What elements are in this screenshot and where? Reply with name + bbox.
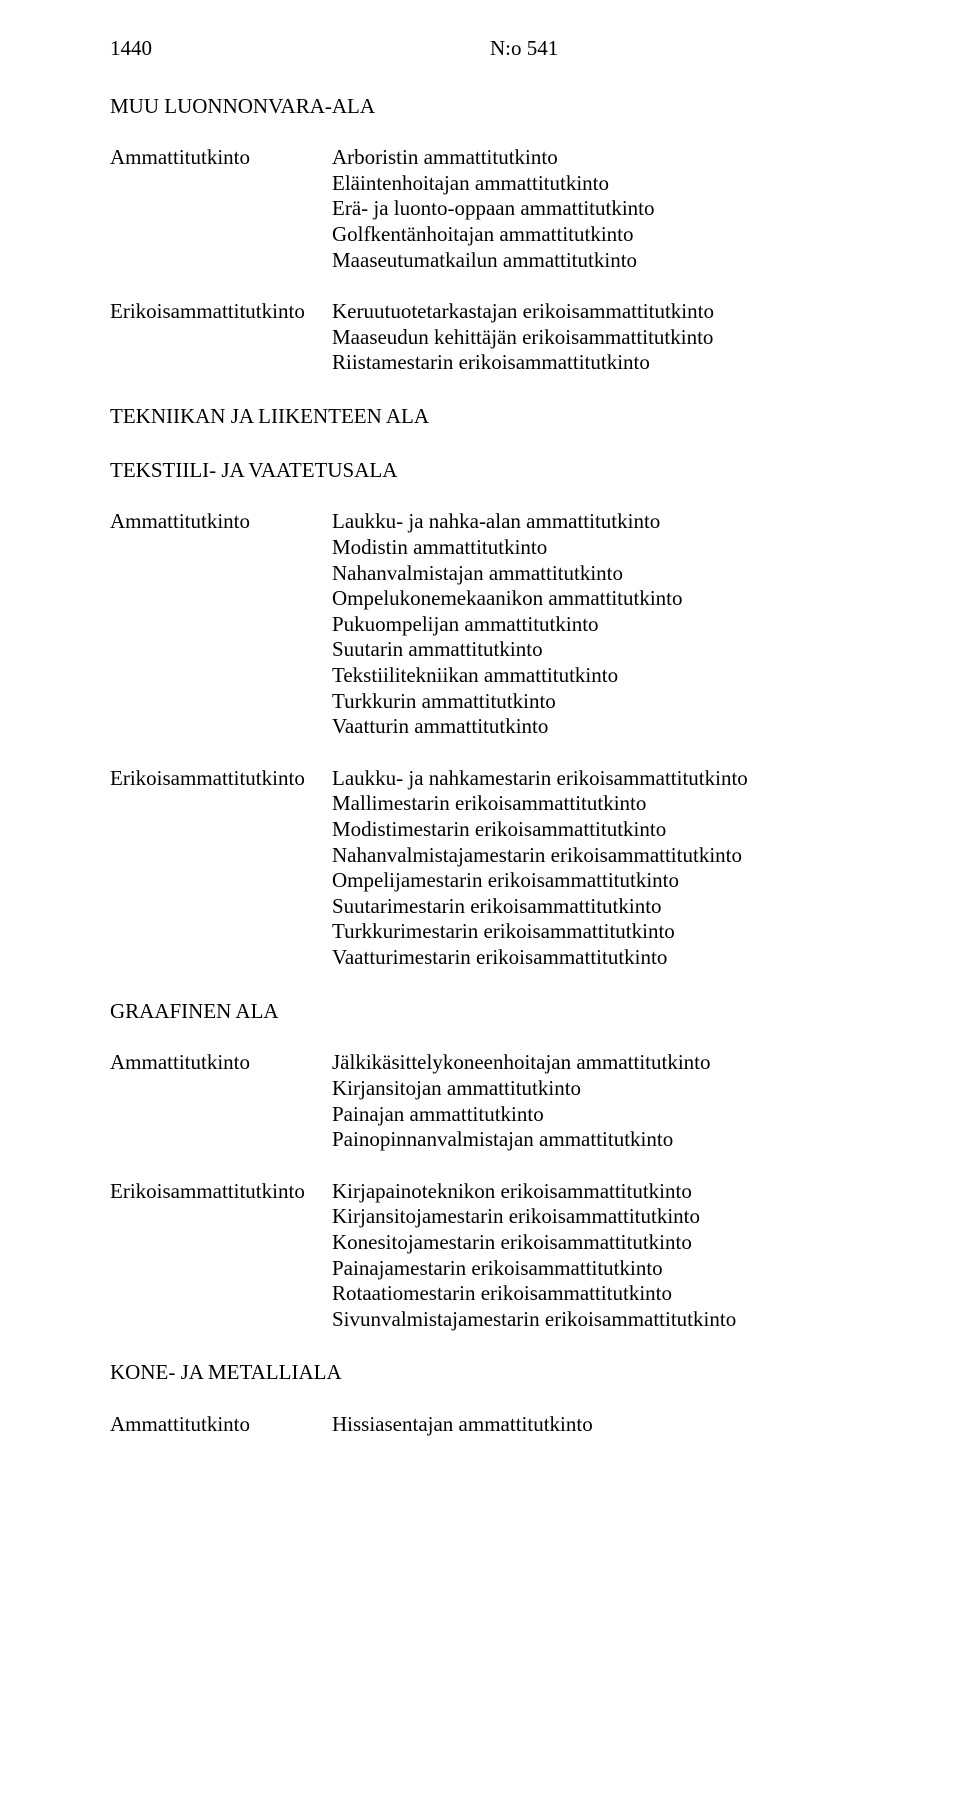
- list-item: Maaseudun kehittäjän erikoisammattitutki…: [332, 325, 870, 351]
- list-item: Sivunvalmistajamestarin erikoisammattitu…: [332, 1307, 870, 1333]
- list-row: ErikoisammattitutkintoKeruutuotetarkasta…: [110, 299, 870, 376]
- list-item: Rotaatiomestarin erikoisammattitutkinto: [332, 1281, 870, 1307]
- section-title: TEKNIIKAN JA LIIKENTEEN ALA: [110, 404, 870, 430]
- list-row: AmmattitutkintoHissiasentajan ammattitut…: [110, 1412, 870, 1438]
- section-title: GRAAFINEN ALA: [110, 999, 870, 1025]
- list-row: ErikoisammattitutkintoKirjapainoteknikon…: [110, 1179, 870, 1333]
- list-item: Mallimestarin erikoisammattitutkinto: [332, 791, 870, 817]
- list-item: Painajan ammattitutkinto: [332, 1102, 870, 1128]
- list-item: Hissiasentajan ammattitutkinto: [332, 1412, 870, 1438]
- list-item: Painajamestarin erikoisammattitutkinto: [332, 1256, 870, 1282]
- row-items: Hissiasentajan ammattitutkinto: [332, 1412, 870, 1438]
- list-item: Konesitojamestarin erikoisammattitutkint…: [332, 1230, 870, 1256]
- list-item: Riistamestarin erikoisammattitutkinto: [332, 350, 870, 376]
- row-label: Ammattitutkinto: [110, 1412, 332, 1438]
- row-items: Arboristin ammattitutkintoEläintenhoitaj…: [332, 145, 870, 273]
- list-item: Turkkurin ammattitutkinto: [332, 689, 870, 715]
- row-items: Laukku- ja nahkamestarin erikoisammattit…: [332, 766, 870, 971]
- section-title: TEKSTIILI- JA VAATETUSALA: [110, 458, 870, 484]
- list-item: Ompelukonemekaanikon ammattitutkinto: [332, 586, 870, 612]
- document-body: MUU LUONNONVARA-ALAAmmattitutkintoArbori…: [110, 94, 870, 1438]
- list-item: Kirjansitojamestarin erikoisammattitutki…: [332, 1204, 870, 1230]
- list-item: Eläintenhoitajan ammattitutkinto: [332, 171, 870, 197]
- row-items: Jälkikäsittelykoneenhoitajan ammattitutk…: [332, 1050, 870, 1152]
- list-item: Kirjapainoteknikon erikoisammattitutkint…: [332, 1179, 870, 1205]
- list-item: Maaseutumatkailun ammattitutkinto: [332, 248, 870, 274]
- list-item: Erä- ja luonto-oppaan ammattitutkinto: [332, 196, 870, 222]
- list-item: Vaatturimestarin erikoisammattitutkinto: [332, 945, 870, 971]
- list-item: Modistimestarin erikoisammattitutkinto: [332, 817, 870, 843]
- list-row: ErikoisammattitutkintoLaukku- ja nahkame…: [110, 766, 870, 971]
- row-label: Ammattitutkinto: [110, 509, 332, 739]
- list-item: Nahanvalmistajamestarin erikoisammattitu…: [332, 843, 870, 869]
- list-row: AmmattitutkintoJälkikäsittelykoneenhoita…: [110, 1050, 870, 1152]
- list-item: Kirjansitojan ammattitutkinto: [332, 1076, 870, 1102]
- list-item: Vaatturin ammattitutkinto: [332, 714, 870, 740]
- list-item: Arboristin ammattitutkinto: [332, 145, 870, 171]
- document-number: N:o 541: [490, 36, 870, 62]
- list-item: Golfkentänhoitajan ammattitutkinto: [332, 222, 870, 248]
- row-label: Ammattitutkinto: [110, 1050, 332, 1152]
- list-item: Turkkurimestarin erikoisammattitutkinto: [332, 919, 870, 945]
- list-row: AmmattitutkintoLaukku- ja nahka-alan amm…: [110, 509, 870, 739]
- row-items: Laukku- ja nahka-alan ammattitutkintoMod…: [332, 509, 870, 739]
- list-item: Painopinnanvalmistajan ammattitutkinto: [332, 1127, 870, 1153]
- row-label: Erikoisammattitutkinto: [110, 766, 332, 971]
- section-title: KONE- JA METALLIALA: [110, 1360, 870, 1386]
- list-item: Ompelijamestarin erikoisammattitutkinto: [332, 868, 870, 894]
- row-label: Ammattitutkinto: [110, 145, 332, 273]
- page-number: 1440: [110, 36, 490, 62]
- list-row: AmmattitutkintoArboristin ammattitutkint…: [110, 145, 870, 273]
- list-item: Laukku- ja nahka-alan ammattitutkinto: [332, 509, 870, 535]
- list-item: Tekstiilitekniikan ammattitutkinto: [332, 663, 870, 689]
- row-label: Erikoisammattitutkinto: [110, 299, 332, 376]
- list-item: Suutarimestarin erikoisammattitutkinto: [332, 894, 870, 920]
- list-item: Pukuompelijan ammattitutkinto: [332, 612, 870, 638]
- page-header: 1440 N:o 541: [110, 36, 870, 62]
- row-label: Erikoisammattitutkinto: [110, 1179, 332, 1333]
- list-item: Jälkikäsittelykoneenhoitajan ammattitutk…: [332, 1050, 870, 1076]
- list-item: Laukku- ja nahkamestarin erikoisammattit…: [332, 766, 870, 792]
- list-item: Nahanvalmistajan ammattitutkinto: [332, 561, 870, 587]
- row-items: Kirjapainoteknikon erikoisammattitutkint…: [332, 1179, 870, 1333]
- list-item: Suutarin ammattitutkinto: [332, 637, 870, 663]
- list-item: Keruutuotetarkastajan erikoisammattitutk…: [332, 299, 870, 325]
- section-title: MUU LUONNONVARA-ALA: [110, 94, 870, 120]
- row-items: Keruutuotetarkastajan erikoisammattitutk…: [332, 299, 870, 376]
- list-item: Modistin ammattitutkinto: [332, 535, 870, 561]
